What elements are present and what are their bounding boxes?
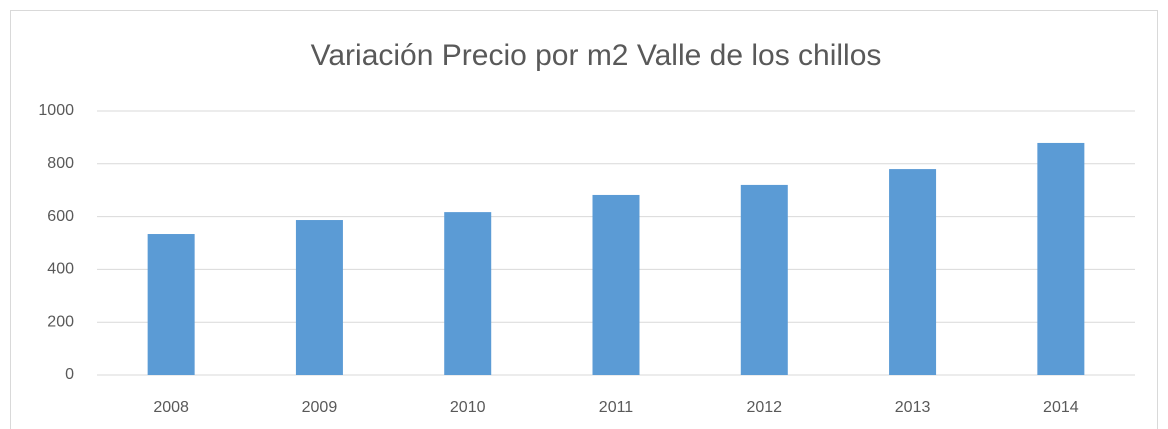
bar: [295, 220, 343, 375]
x-tick-label: 2014: [1043, 399, 1079, 416]
x-tick-label: 2009: [302, 399, 338, 416]
y-tick-label: 0: [65, 366, 74, 383]
x-tick-label: 2010: [450, 399, 486, 416]
x-tick-label: 2012: [746, 399, 782, 416]
bar: [740, 184, 788, 375]
y-tick-label: 200: [47, 313, 74, 330]
x-tick-label: 2008: [153, 399, 189, 416]
y-tick-label: 600: [47, 208, 74, 225]
bar: [1037, 142, 1085, 375]
chart-title: Variación Precio por m2 Valle de los chi…: [311, 39, 882, 72]
y-tick-label: 800: [47, 155, 74, 172]
chart-frame: [10, 10, 1158, 429]
x-tick-label: 2011: [599, 399, 634, 416]
y-tick-label: 400: [47, 261, 74, 278]
bar: [444, 212, 492, 375]
y-tick-label: 1000: [38, 102, 74, 119]
bar: [889, 169, 937, 375]
x-tick-label: 2013: [895, 399, 931, 416]
bar: [147, 234, 195, 375]
bar: [592, 194, 640, 375]
